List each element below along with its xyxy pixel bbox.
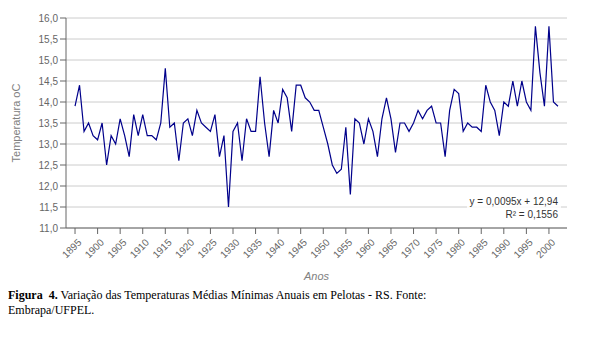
svg-text:1975: 1975 [421, 236, 445, 260]
svg-text:1945: 1945 [286, 236, 310, 260]
svg-text:11,0: 11,0 [39, 223, 58, 234]
svg-text:1915: 1915 [150, 236, 174, 260]
svg-text:1965: 1965 [376, 236, 400, 260]
svg-text:13,5: 13,5 [39, 118, 59, 129]
svg-text:2000: 2000 [534, 236, 558, 260]
svg-text:1990: 1990 [489, 236, 513, 260]
svg-text:13,0: 13,0 [39, 139, 59, 150]
svg-text:1995: 1995 [511, 236, 535, 260]
svg-text:15,5: 15,5 [39, 34, 59, 45]
svg-text:1920: 1920 [173, 236, 197, 260]
svg-text:Anos: Anos [303, 270, 330, 280]
svg-text:15,0: 15,0 [39, 55, 59, 66]
svg-text:11,5: 11,5 [39, 202, 58, 213]
svg-text:16,0: 16,0 [39, 13, 59, 24]
svg-text:1960: 1960 [353, 236, 377, 260]
svg-text:14,5: 14,5 [39, 76, 59, 87]
svg-text:1905: 1905 [105, 236, 129, 260]
svg-text:1895: 1895 [60, 236, 84, 260]
svg-text:1910: 1910 [128, 236, 152, 260]
html-text:y = 0,0095x + 12,94: y = 0,0095x + 12,94 [469, 196, 558, 207]
svg-text:1935: 1935 [241, 236, 265, 260]
html-text:Figura 4. Variação das Tempera: Figura 4. Variação das Temperaturas Médi… [8, 288, 427, 302]
svg-text:1940: 1940 [263, 236, 287, 260]
svg-text:Temperatura oC: Temperatura oC [10, 84, 22, 163]
svg-text:12,5: 12,5 [39, 160, 59, 171]
svg-text:1930: 1930 [218, 236, 242, 260]
svg-text:1900: 1900 [83, 236, 107, 260]
svg-text:1980: 1980 [444, 236, 468, 260]
svg-text:1970: 1970 [399, 236, 423, 260]
html-text:R² = 0,1556: R² = 0,1556 [505, 209, 558, 220]
html-text:Embrapa/UFPEL.: Embrapa/UFPEL. [8, 303, 95, 317]
svg-text:1925: 1925 [195, 236, 219, 260]
svg-text:1985: 1985 [466, 236, 490, 260]
svg-text:1950: 1950 [308, 236, 332, 260]
svg-text:12,0: 12,0 [39, 181, 59, 192]
svg-text:14,0: 14,0 [39, 97, 59, 108]
svg-text:1955: 1955 [331, 236, 355, 260]
